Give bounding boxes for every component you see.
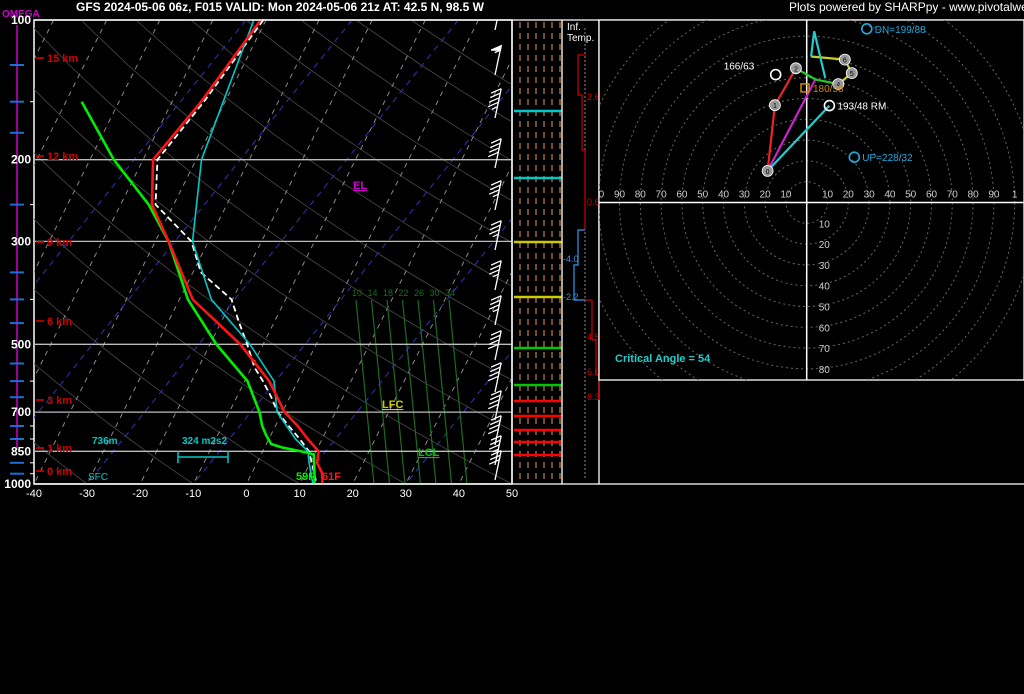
svg-text:61F: 61F [322, 471, 341, 483]
svg-text:Temp.: Temp. [567, 33, 594, 44]
svg-text:2: 2 [794, 66, 798, 73]
svg-text:500: 500 [11, 337, 31, 351]
svg-text:60: 60 [819, 323, 831, 334]
svg-text:50: 50 [506, 488, 518, 500]
svg-text:50: 50 [905, 190, 917, 201]
svg-text:90: 90 [988, 190, 1000, 201]
svg-text:300: 300 [11, 234, 31, 248]
svg-text:15 km: 15 km [47, 53, 78, 65]
svg-text:80: 80 [968, 190, 980, 201]
svg-text:20: 20 [843, 190, 855, 201]
svg-text:22: 22 [399, 288, 409, 298]
svg-text:LFC: LFC [382, 399, 403, 411]
svg-text:-2.2: -2.2 [563, 292, 579, 302]
svg-text:10: 10 [822, 190, 834, 201]
svg-text:10: 10 [293, 488, 305, 500]
svg-text:-10: -10 [185, 488, 201, 500]
svg-text:12 km: 12 km [47, 151, 78, 163]
svg-text:50: 50 [697, 190, 709, 201]
svg-text:10: 10 [819, 219, 831, 230]
svg-text:4.5: 4.5 [587, 332, 600, 342]
svg-text:SFC: SFC [88, 472, 108, 483]
svg-text:2.6: 2.6 [587, 92, 600, 102]
svg-text:6: 6 [843, 58, 847, 65]
svg-text:200: 200 [11, 153, 31, 167]
svg-text:1: 1 [773, 103, 777, 110]
svg-text:0: 0 [766, 169, 770, 176]
svg-text:Plots powered by SHARPpy - www: Plots powered by SHARPpy - www.pivotalwe… [789, 0, 1024, 14]
svg-text:60: 60 [676, 190, 688, 201]
svg-text:50: 50 [819, 303, 831, 314]
svg-text:6.3: 6.3 [587, 392, 600, 402]
svg-text:193/48 RM: 193/48 RM [837, 102, 886, 113]
svg-text:-20: -20 [132, 488, 148, 500]
svg-text:30: 30 [430, 288, 440, 298]
svg-text:700: 700 [11, 405, 31, 419]
svg-text:-40: -40 [26, 488, 42, 500]
svg-text:GFS 2024-05-06 06z, F015 VALI: GFS 2024-05-06 06z, F015 VALID: Mon 2024… [76, 0, 485, 14]
svg-text:40: 40 [884, 190, 896, 201]
svg-text:90: 90 [614, 190, 626, 201]
svg-text:LCL: LCL [418, 447, 440, 459]
svg-text:166/63: 166/63 [724, 62, 755, 73]
svg-text:20: 20 [819, 240, 831, 251]
svg-text:70: 70 [947, 190, 959, 201]
svg-text:59F: 59F [296, 471, 315, 483]
svg-text:850: 850 [11, 444, 31, 458]
svg-text:180/58: 180/58 [813, 84, 844, 95]
svg-text:Critical Angle = 54: Critical Angle = 54 [615, 353, 711, 365]
svg-text:20: 20 [760, 190, 772, 201]
svg-text:0: 0 [243, 488, 249, 500]
svg-text:20: 20 [347, 488, 359, 500]
svg-text:70: 70 [819, 344, 831, 355]
svg-text:6.0: 6.0 [587, 367, 600, 377]
svg-text:EL: EL [353, 180, 367, 192]
svg-text:DN=199/88: DN=199/88 [875, 25, 926, 36]
svg-text:14: 14 [368, 288, 378, 298]
svg-text:30: 30 [819, 261, 831, 272]
svg-text:10: 10 [780, 190, 792, 201]
svg-text:-30: -30 [79, 488, 95, 500]
svg-text:26: 26 [414, 288, 424, 298]
svg-text:324 m2s2: 324 m2s2 [182, 436, 227, 447]
svg-text:80: 80 [635, 190, 647, 201]
svg-text:40: 40 [718, 190, 730, 201]
svg-text:30: 30 [864, 190, 876, 201]
svg-text:100: 100 [11, 13, 31, 27]
svg-text:1: 1 [1012, 190, 1018, 201]
svg-text:9 km: 9 km [47, 237, 72, 249]
svg-text:0 km: 0 km [47, 466, 72, 478]
svg-text:5: 5 [850, 71, 854, 78]
svg-text:34: 34 [445, 288, 455, 298]
svg-text:10: 10 [352, 288, 362, 298]
svg-text:0.6: 0.6 [587, 197, 600, 207]
svg-text:30: 30 [739, 190, 751, 201]
svg-text:60: 60 [926, 190, 938, 201]
svg-text:40: 40 [819, 282, 831, 293]
svg-text:UP=228/32: UP=228/32 [862, 153, 913, 164]
svg-text:70: 70 [656, 190, 668, 201]
svg-text:30: 30 [400, 488, 412, 500]
svg-text:1 km: 1 km [47, 443, 72, 455]
svg-text:Inf.: Inf. [567, 22, 581, 33]
svg-text:6 km: 6 km [47, 316, 72, 328]
svg-text:80: 80 [819, 365, 831, 376]
svg-text:40: 40 [453, 488, 465, 500]
svg-text:-4.0: -4.0 [563, 254, 579, 264]
svg-text:736m: 736m [92, 436, 118, 447]
svg-text:18: 18 [383, 288, 393, 298]
svg-text:3 km: 3 km [47, 395, 72, 407]
